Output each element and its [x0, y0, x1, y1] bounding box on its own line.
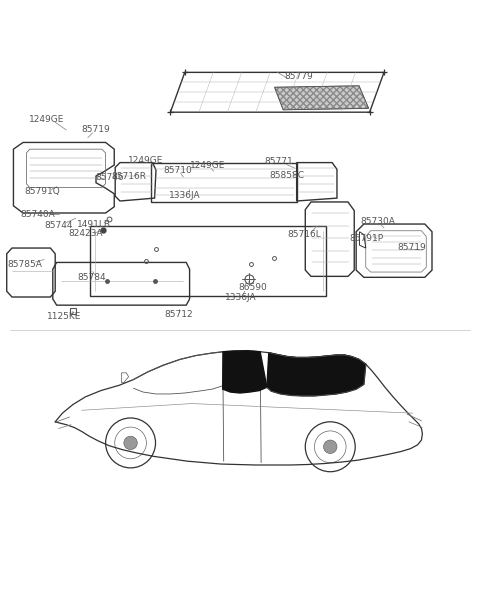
Circle shape — [324, 440, 337, 453]
Text: 85746: 85746 — [95, 173, 124, 182]
Text: 85785A: 85785A — [8, 260, 42, 269]
Text: 85716R: 85716R — [111, 172, 146, 181]
Text: 85858C: 85858C — [270, 170, 304, 179]
Text: 1249GE: 1249GE — [190, 161, 225, 170]
Polygon shape — [223, 351, 267, 393]
Text: 86590: 86590 — [238, 283, 267, 292]
Text: 85791Q: 85791Q — [24, 187, 60, 196]
Text: 85710: 85710 — [164, 166, 192, 175]
Text: 85784: 85784 — [78, 273, 107, 282]
Text: 85719: 85719 — [82, 125, 110, 134]
Text: 85716L: 85716L — [287, 230, 321, 239]
Polygon shape — [275, 86, 369, 110]
Text: 85730A: 85730A — [360, 217, 395, 226]
Text: 85779: 85779 — [284, 72, 313, 81]
Text: 82423A: 82423A — [68, 229, 103, 238]
Text: 85740A: 85740A — [20, 210, 55, 219]
Text: 85719: 85719 — [397, 242, 426, 252]
Text: 1336JA: 1336JA — [225, 293, 257, 302]
Text: 1249GE: 1249GE — [29, 115, 64, 124]
Text: 1249GE: 1249GE — [128, 156, 163, 165]
Text: 1336JA: 1336JA — [169, 191, 201, 200]
Circle shape — [124, 436, 137, 450]
Text: 85771: 85771 — [264, 157, 293, 166]
Text: 1491LB: 1491LB — [77, 220, 111, 229]
Text: 1125KE: 1125KE — [47, 312, 81, 321]
Text: 85744: 85744 — [44, 220, 73, 229]
Polygon shape — [267, 353, 366, 396]
Text: 85712: 85712 — [165, 310, 193, 319]
Text: 85791P: 85791P — [349, 234, 384, 243]
